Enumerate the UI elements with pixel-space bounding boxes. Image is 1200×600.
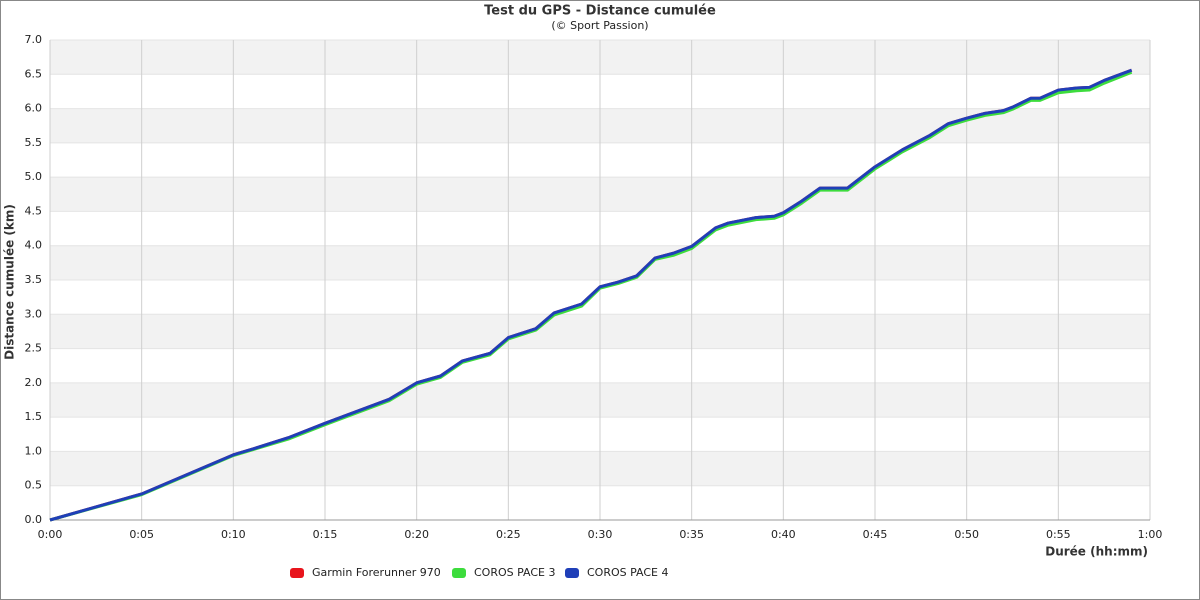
y-tick-label: 0.0 (25, 513, 43, 526)
legend-label: Garmin Forerunner 970 (312, 566, 441, 579)
x-tick-label: 0:25 (496, 528, 521, 541)
y-tick-label: 6.0 (25, 102, 43, 115)
y-tick-label: 5.0 (25, 170, 43, 183)
x-tick-label: 0:05 (129, 528, 154, 541)
x-tick-label: 0:55 (1046, 528, 1071, 541)
x-tick-label: 0:10 (221, 528, 246, 541)
x-axis-label: Durée (hh:mm) (1045, 545, 1148, 559)
y-tick-label: 1.0 (25, 444, 43, 457)
y-tick-label: 2.5 (25, 342, 43, 355)
x-tick-label: 0:15 (313, 528, 338, 541)
chart-title: Test du GPS - Distance cumulée (484, 4, 716, 19)
x-tick-label: 0:35 (679, 528, 704, 541)
y-tick-label: 2.0 (25, 376, 43, 389)
y-tick-label: 6.5 (25, 67, 43, 80)
x-tick-label: 1:00 (1138, 528, 1163, 541)
y-tick-label: 3.5 (25, 273, 43, 286)
x-tick-label: 0:30 (588, 528, 613, 541)
y-tick-label: 1.5 (25, 410, 43, 423)
y-tick-label: 3.0 (25, 307, 43, 320)
legend-label: COROS PACE 3 (474, 566, 556, 579)
y-tick-label: 7.0 (25, 33, 43, 46)
legend-swatch (452, 568, 466, 578)
legend-label: COROS PACE 4 (587, 566, 669, 579)
y-tick-label: 4.0 (25, 239, 43, 252)
legend-swatch (290, 568, 304, 578)
x-tick-label: 0:00 (38, 528, 63, 541)
x-tick-label: 0:45 (863, 528, 888, 541)
y-axis-label: Distance cumulée (km) (3, 204, 17, 360)
x-tick-label: 0:20 (404, 528, 429, 541)
series-line (49, 68, 1133, 522)
legend-swatch (565, 568, 579, 578)
y-tick-label: 0.5 (25, 479, 43, 492)
y-tick-label: 4.5 (25, 204, 43, 217)
chart-subtitle: (© Sport Passion) (551, 19, 648, 32)
x-tick-label: 0:40 (771, 528, 796, 541)
y-tick-label: 5.5 (25, 136, 43, 149)
x-tick-label: 0:50 (954, 528, 979, 541)
